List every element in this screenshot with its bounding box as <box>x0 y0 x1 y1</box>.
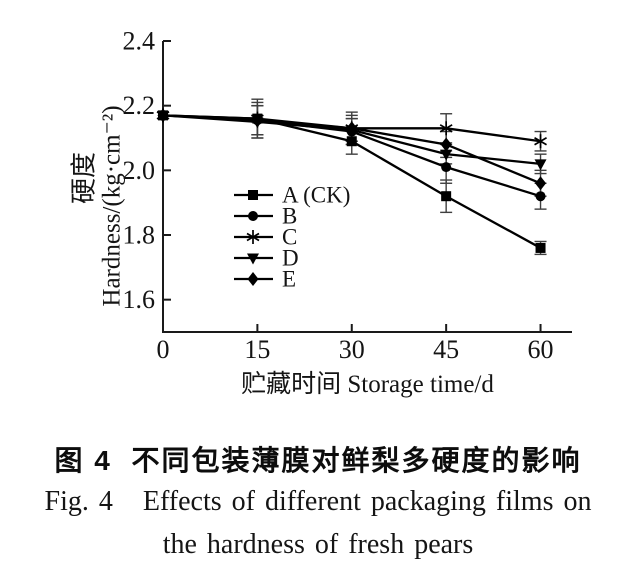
x-tick-label-15: 15 <box>244 335 270 364</box>
legend-item-c: C <box>234 225 297 250</box>
series-e-marker <box>535 176 547 191</box>
series-b-marker <box>535 191 546 202</box>
series-e-marker <box>251 113 263 128</box>
figure-caption-zh: 图 4 不同包装薄膜对鲜梨多硬度的影响 <box>54 445 582 476</box>
y-tick-label-2.2: 2.2 <box>123 91 156 120</box>
y-axis-title-zh: 硬度 <box>70 152 99 204</box>
series-e-marker <box>440 137 452 152</box>
y-tick-label-2.0: 2.0 <box>123 156 156 185</box>
y-tick-label-1.8: 1.8 <box>123 221 156 250</box>
legend-item-a: A (CK) <box>234 183 350 208</box>
series-d-marker <box>534 159 547 171</box>
series-c-marker <box>439 121 453 136</box>
legend-item-b: B <box>234 204 297 229</box>
series-b-legend-marker <box>248 211 258 221</box>
figure-caption-en-line2: the hardness of fresh pears <box>162 529 474 560</box>
series-b-marker <box>441 162 452 173</box>
legend-label-c: C <box>282 225 297 250</box>
series-e-marker <box>346 121 358 136</box>
legend-label-a: A (CK) <box>282 183 350 208</box>
legend-item-d: D <box>234 246 299 271</box>
series-c-legend-marker <box>246 230 260 244</box>
x-axis-title: 贮藏时间 Storage time/d <box>241 370 494 398</box>
figure-caption-en-line1: Fig. 4 Effects of different packaging fi… <box>44 486 592 517</box>
hardness-line-chart: 2.4 2.2 2.0 1.8 1.60 15 30 45 60 贮藏时间 Storage tim… <box>70 27 572 398</box>
legend-label-e: E <box>282 267 296 292</box>
legend-label-d: D <box>282 246 299 271</box>
x-tick-label-30: 30 <box>339 335 365 364</box>
legend-item-e: E <box>234 267 296 292</box>
series-e-legend-marker <box>247 272 259 286</box>
legend-label-b: B <box>282 204 297 229</box>
series-d-marker <box>440 149 453 161</box>
y-tick-label-2.4: 2.4 <box>123 27 156 56</box>
x-tick-label-60: 60 <box>528 335 554 364</box>
series-a-legend-marker <box>248 190 258 200</box>
x-tick-label-45: 45 <box>433 335 459 364</box>
series-d-legend-marker <box>247 253 259 265</box>
series-c-marker <box>534 134 547 149</box>
x-tick-label-0: 0 <box>157 335 170 364</box>
y-axis-title-en: Hardness/(kg·cm⁻²) <box>99 105 126 306</box>
y-tick-label-1.6: 1.6 <box>123 285 156 314</box>
series-a-marker <box>535 242 546 253</box>
series-e-marker <box>157 108 169 123</box>
series-a-marker <box>441 191 452 202</box>
series-a-marker <box>346 136 357 147</box>
